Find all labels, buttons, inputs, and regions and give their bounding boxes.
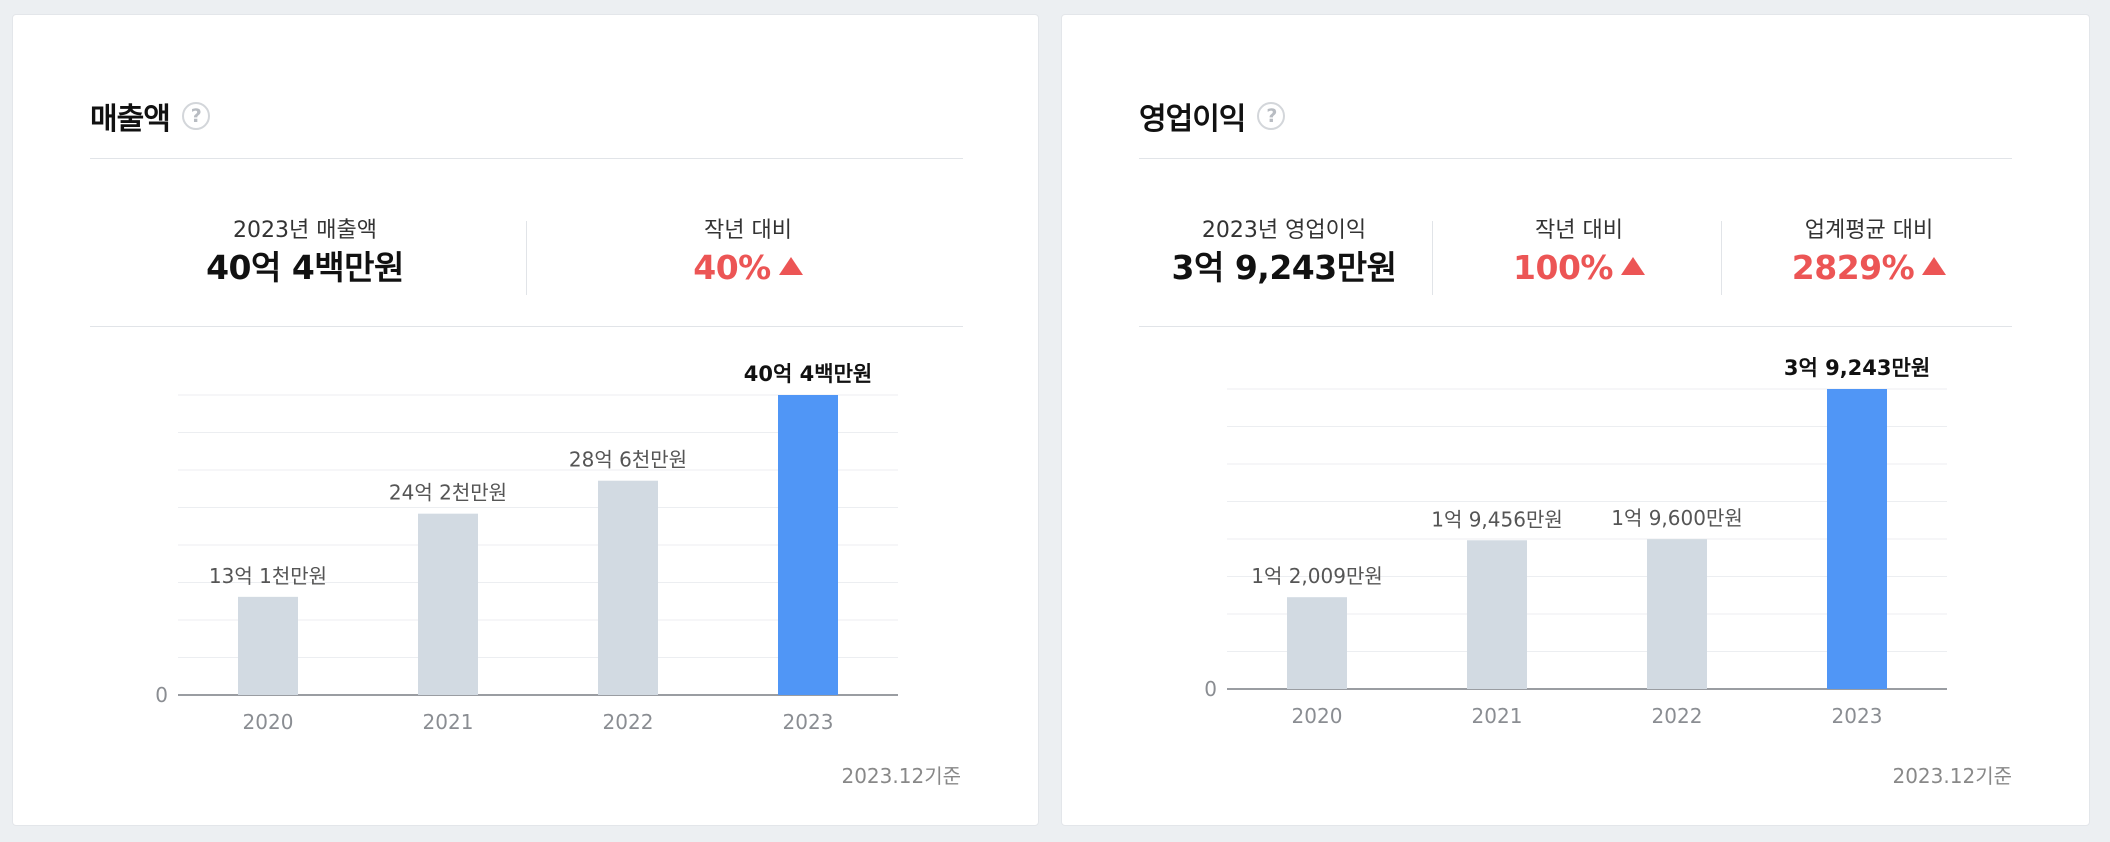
bar[interactable] (418, 513, 478, 695)
bar[interactable] (1467, 540, 1527, 689)
revenue-title: 매출액 (90, 102, 171, 137)
divider (1139, 158, 2012, 159)
stat-value-text: 40% (693, 248, 771, 287)
stat-current: 2023년 매출액 40억 4백만원 (90, 210, 520, 300)
increase-triangle-icon (778, 257, 803, 275)
bar[interactable] (1287, 597, 1347, 689)
stat-current: 2023년 영업이익 3억 9,243만원 (1139, 210, 1429, 300)
stat-value: 40억 4백만원 (206, 248, 404, 287)
x-tick-label: 2023 (783, 710, 834, 734)
card-title: 영업이익 ? (1139, 91, 1286, 141)
stat-value-text: 2829% (1791, 248, 1915, 287)
stat-divider (1432, 221, 1433, 295)
help-icon[interactable]: ? (181, 102, 210, 130)
bar[interactable] (598, 480, 658, 695)
stat-divider (526, 221, 527, 295)
bar-value-label: 1억 9,456만원 (1431, 507, 1563, 531)
increase-triangle-icon (1922, 257, 1947, 275)
help-icon[interactable]: ? (1257, 102, 1286, 130)
bar-value-label: 40억 4백만원 (744, 362, 872, 386)
revenue-bar-chart: 0 13억 1천만원 2020 24억 2천만원 2021 28억 6천만원 2022 40억… (155, 362, 898, 734)
stat-value: 2829% (1724, 246, 2014, 290)
stat-label: 2023년 영업이익 (1201, 218, 1367, 243)
bar-value-label: 13억 1천만원 (209, 564, 327, 588)
bar-value-label: 24억 2천만원 (389, 481, 507, 505)
stat-label: 업계평균 대비 (1804, 218, 1934, 243)
bar-value-label: 28억 6천만원 (569, 448, 687, 472)
x-tick-label: 2022 (1652, 704, 1703, 728)
operating-profit-bar-chart: 0 1억 2,009만원 2020 1억 9,456만원 2021 1억 9,600만원 2… (1204, 356, 1947, 728)
basis-date-note: 2023.12기준 (1892, 764, 2012, 788)
divider (90, 326, 963, 327)
operating-profit-title: 영업이익 (1139, 102, 1246, 137)
increase-triangle-icon (1620, 257, 1645, 275)
x-tick-label: 2023 (1832, 704, 1883, 728)
x-tick-label: 2020 (243, 710, 294, 734)
y-tick-label: 0 (1204, 677, 1217, 701)
stat-industry: 업계평균 대비 2829% (1724, 210, 2014, 300)
x-tick-label: 2021 (1472, 704, 1523, 728)
stat-value-text: 100% (1513, 248, 1613, 287)
stat-divider (1721, 221, 1722, 295)
stat-yoy: 작년 대비 40% (533, 210, 963, 300)
stat-value: 40% (533, 246, 963, 290)
divider (90, 158, 963, 159)
stat-value: 3억 9,243만원 (1171, 248, 1397, 287)
bar-value-label: 1억 2,009만원 (1251, 564, 1383, 588)
stat-yoy: 작년 대비 100% (1434, 210, 1724, 300)
bar[interactable] (238, 596, 298, 695)
x-tick-label: 2022 (603, 710, 654, 734)
bar[interactable] (1827, 389, 1887, 689)
stat-label: 작년 대비 (704, 218, 792, 243)
x-tick-label: 2020 (1292, 704, 1343, 728)
x-tick-label: 2021 (423, 710, 474, 734)
stat-value: 100% (1434, 246, 1724, 290)
basis-date-note: 2023.12기준 (841, 764, 961, 788)
operating-profit-card: 영업이익 ? 2023년 영업이익 3억 9,243만원 작년 대비 100% … (1061, 14, 2090, 826)
card-title: 매출액 ? (90, 91, 210, 141)
stat-label: 작년 대비 (1535, 218, 1623, 243)
stat-label: 2023년 매출액 (233, 218, 377, 243)
y-tick-label: 0 (155, 683, 168, 707)
bar-value-label: 3억 9,243만원 (1784, 356, 1930, 380)
bar[interactable] (1647, 539, 1707, 689)
bar[interactable] (778, 395, 838, 695)
divider (1139, 326, 2012, 327)
revenue-card: 매출액 ? 2023년 매출액 40억 4백만원 작년 대비 40% 0 13억 … (12, 14, 1039, 826)
bar-value-label: 1억 9,600만원 (1611, 506, 1743, 530)
